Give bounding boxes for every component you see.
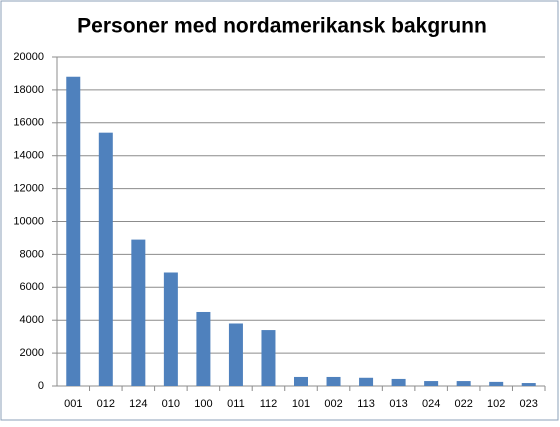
chart-title: Personer med nordamerikansk bakgrunn [77,15,487,38]
x-tick-label: 023 [520,398,538,410]
y-tick-label: 18000 [13,84,44,96]
x-tick-label: 013 [389,398,407,410]
x-tick-label: 101 [292,398,310,410]
bar [196,311,211,386]
y-tick-label: 16000 [13,117,44,129]
bar [489,381,504,386]
y-tick-label: 12000 [13,183,44,195]
bar [294,376,308,386]
x-tick-label: 024 [422,398,440,410]
bar [456,381,471,386]
x-tick-label: 011 [227,398,245,410]
x-tick-label: 022 [454,398,472,410]
bar [66,76,81,387]
bar [424,381,439,386]
x-tick-label: 113 [357,398,375,410]
y-tick-label: 10000 [13,215,44,227]
y-tick-label: 0 [38,380,44,392]
x-tick-label: 002 [324,398,342,410]
bar [326,376,341,386]
x-tick-label: 010 [162,398,180,410]
bar [228,323,243,386]
x-tick-label: 102 [487,398,505,410]
bar [261,330,276,386]
x-tick-label: 100 [194,398,212,410]
y-tick-label: 8000 [20,248,44,260]
y-tick-label: 4000 [20,314,44,326]
x-tick-label: 012 [97,398,115,410]
bar [131,239,146,386]
y-tick-label: 14000 [13,150,44,162]
bar [391,378,406,386]
x-tick-label: 112 [260,398,278,410]
y-tick-label: 6000 [20,281,44,293]
bar [359,377,374,386]
bar [163,272,178,386]
x-tick-label: 124 [129,398,147,410]
y-tick-label: 20000 [13,51,44,63]
y-tick-label: 2000 [20,347,44,359]
x-tick-label: 001 [64,398,82,410]
bar [98,132,113,386]
bar [521,383,536,386]
